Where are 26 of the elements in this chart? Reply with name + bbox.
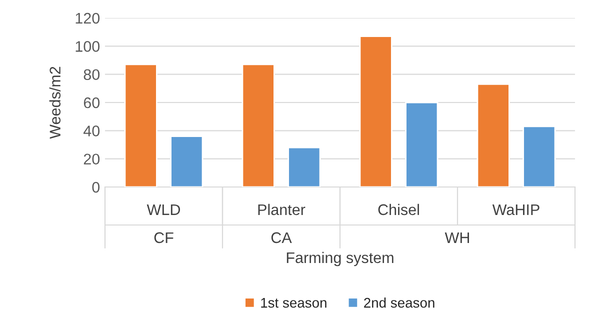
- bar: [522, 126, 556, 187]
- bar: [405, 102, 438, 187]
- bar: [170, 136, 204, 187]
- x-tick-label: WLD: [146, 204, 180, 215]
- text: WH: [444, 232, 469, 243]
- x-axis-title: Farming system: [286, 252, 394, 266]
- bar: [359, 36, 392, 187]
- y-tick-label: 100: [76, 41, 100, 52]
- text: CA: [271, 232, 292, 244]
- y-tick-label: 40: [84, 126, 100, 136]
- x-tick-label: WaHIP: [492, 204, 540, 216]
- y-tick-label: 120: [76, 12, 100, 24]
- legend-label: 2nd season: [364, 298, 434, 308]
- legend-label: 1st season: [261, 298, 326, 308]
- y-tick-label: 80: [84, 69, 100, 80]
- y-axis-title: Weeds/m2: [49, 66, 61, 139]
- text: CF: [154, 232, 174, 244]
- bar: [124, 64, 158, 187]
- y-tick-label: 60: [84, 97, 100, 108]
- bar: [288, 146, 321, 187]
- y-tick-label: 0: [92, 182, 100, 193]
- y-tick-label: 20: [84, 154, 100, 165]
- bar: [242, 64, 275, 187]
- bar: [476, 83, 510, 187]
- x-tick-label: Planter: [258, 204, 306, 216]
- x-tick-label: Chisel: [378, 204, 419, 216]
